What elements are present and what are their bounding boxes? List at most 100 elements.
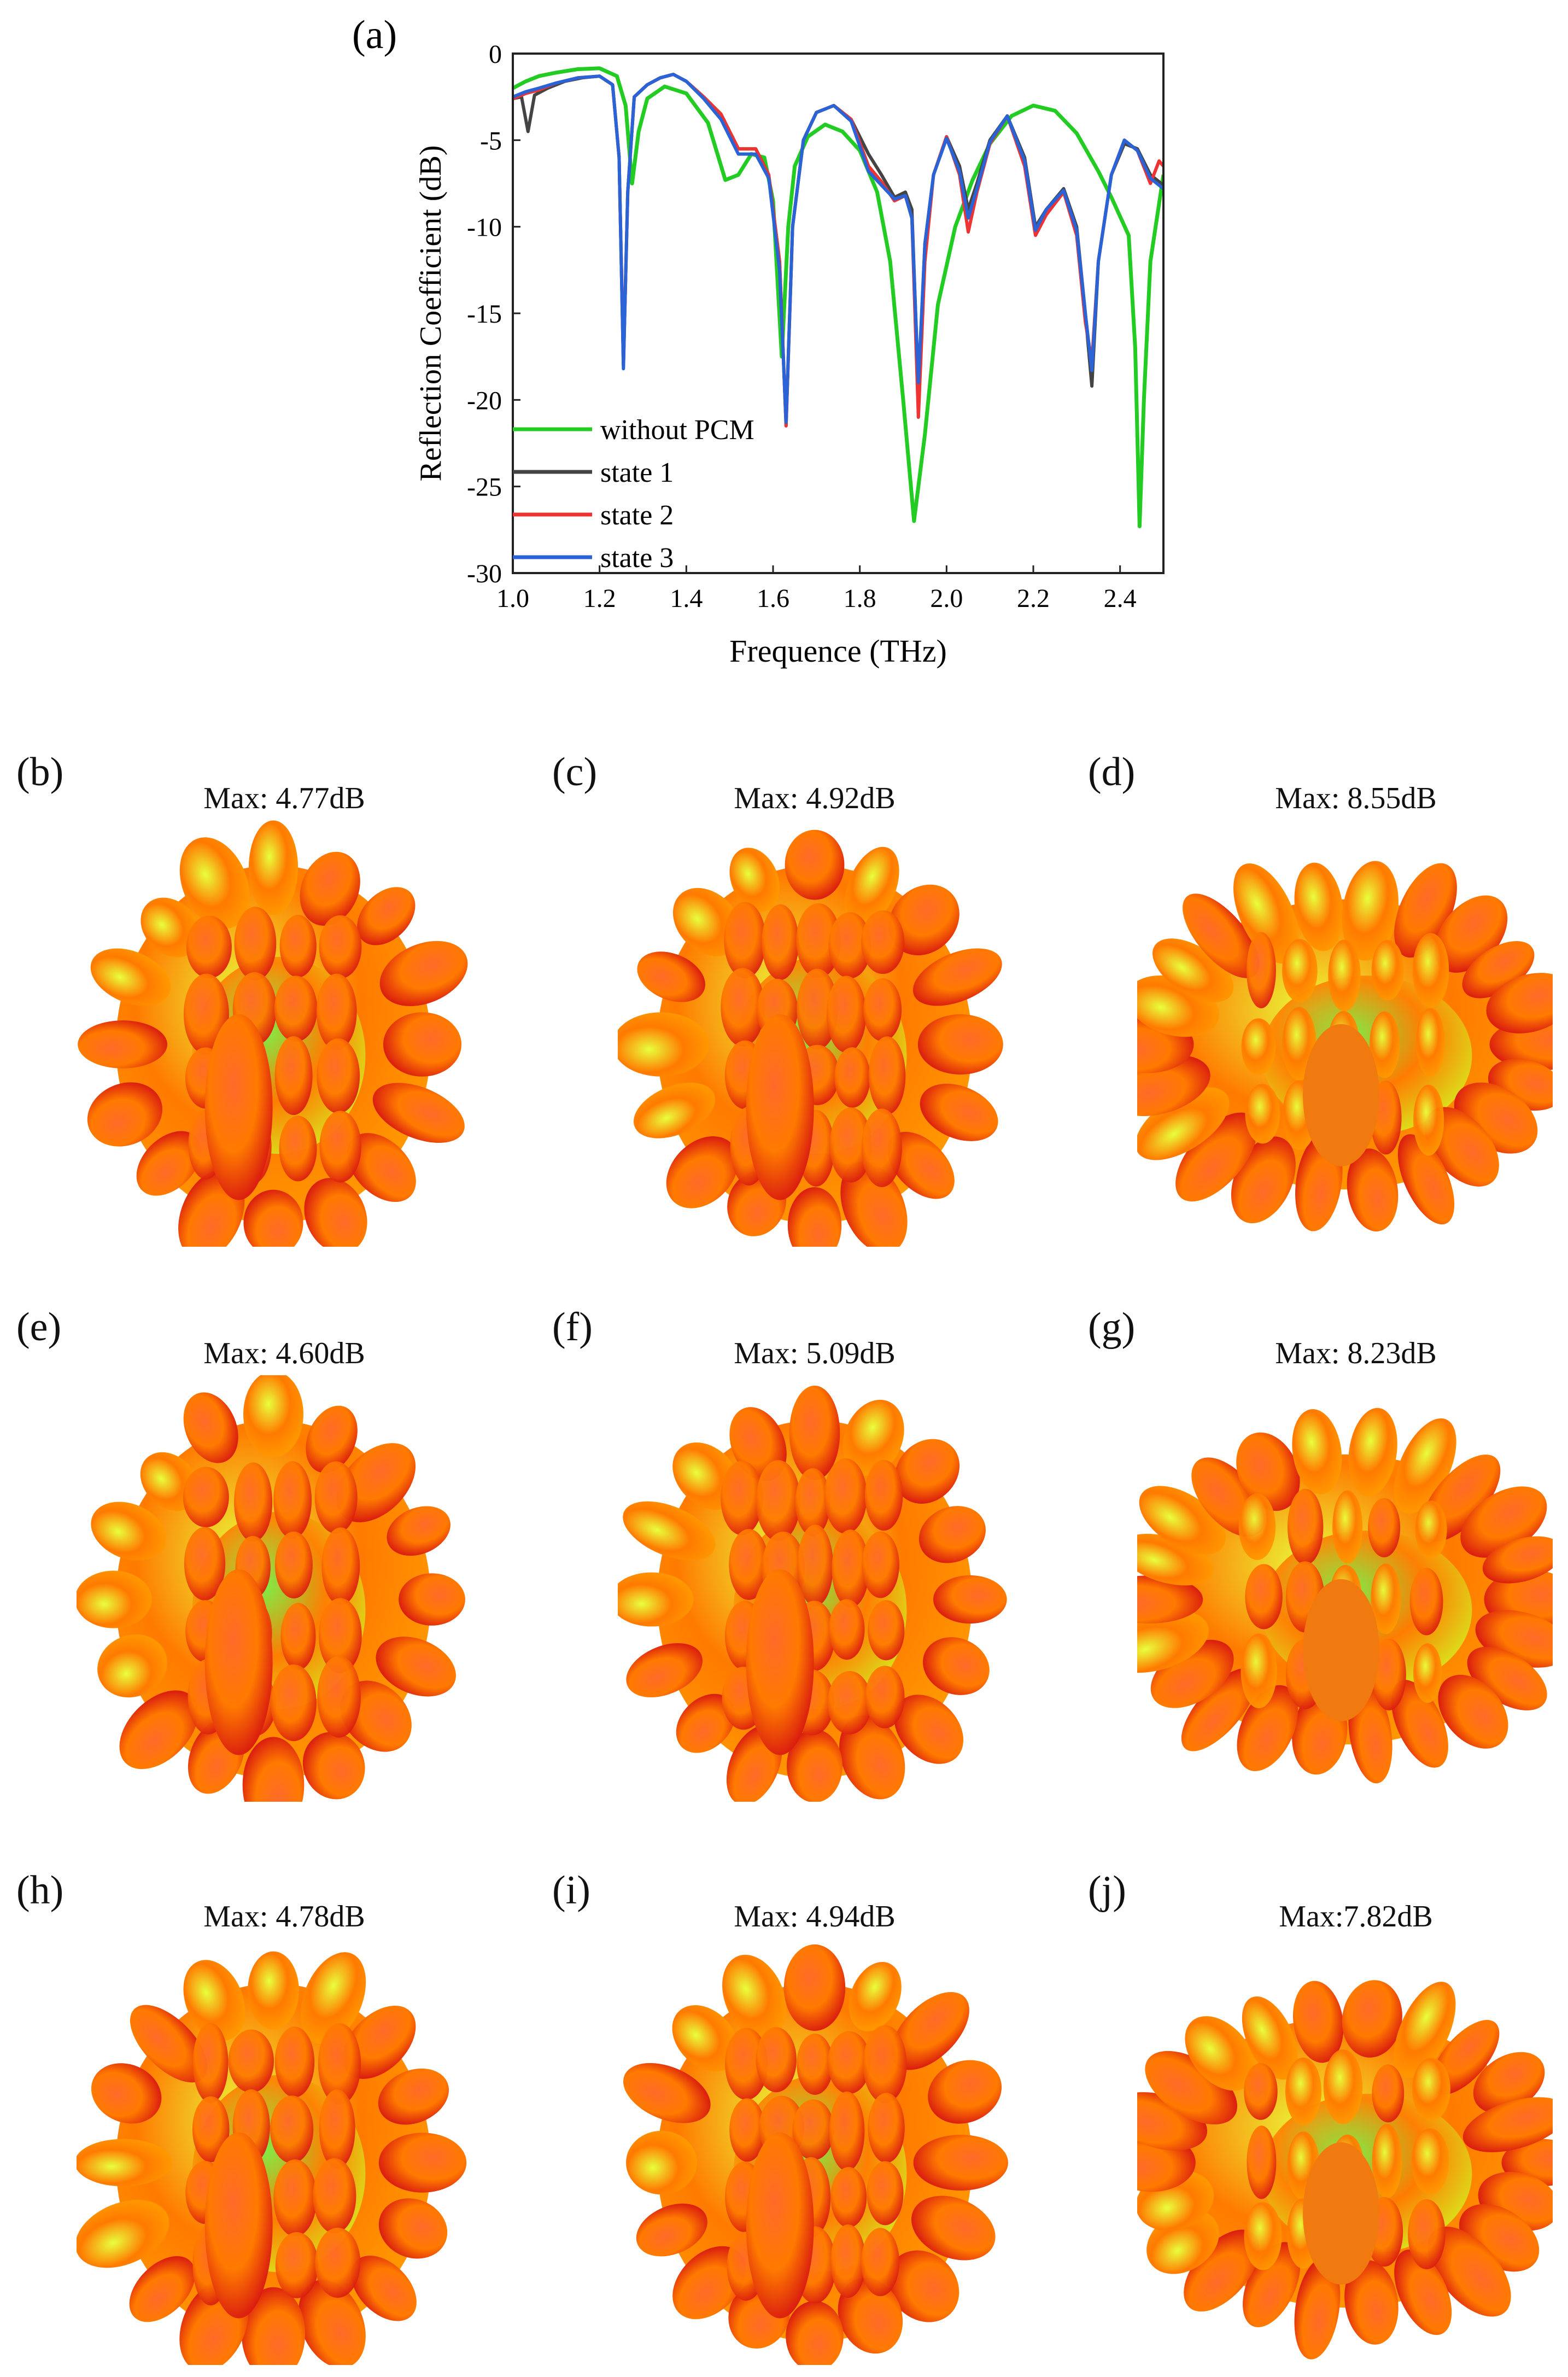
inner-lobe [279,1116,317,1182]
inner-lobe [832,1529,869,1608]
side-lobe [912,948,1002,1006]
side-lobe [1348,1407,1397,1497]
inner-lobe [271,1664,317,1742]
side-lobe [130,2005,208,2083]
side-lobe [77,1570,152,1628]
max-gain-i: Max: 4.94dB [734,1900,896,1934]
radiation-pattern-f [618,1385,1007,1802]
side-lobe [378,2133,467,2193]
inner-lobe [1413,1643,1442,1703]
max-gain-d: Max: 8.55dB [1275,781,1437,815]
side-lobe [1397,1134,1455,1225]
inner-lobe [868,1600,905,1661]
y-tick-label: -10 [467,213,502,242]
inner-lobe [824,1458,867,1534]
side-lobe [783,1944,846,2031]
side-lobe [844,846,899,928]
side-lobe [1427,2227,1511,2317]
side-lobe [623,2063,711,2123]
inner-lobe [1412,933,1449,1008]
side-lobe [787,1187,842,1247]
main-lobe [204,1569,273,1755]
legend-entry: state 3 [600,542,674,574]
side-lobe [789,1385,840,1481]
x-tick-label: 2.0 [930,584,963,613]
side-lobe [1181,1668,1257,1751]
panel-label-g: (g) [1088,1305,1136,1350]
y-tick-label: 0 [489,40,502,69]
legend-entry: state 2 [600,500,674,531]
side-lobe [1293,1981,1344,2063]
inner-lobe [1241,1018,1276,1076]
series-lines [513,66,1163,528]
side-lobe [1294,2258,1341,2360]
main-lobe [1303,2142,1380,2285]
x-axis-ticks: 1.0 1.2 1.4 1.6 1.8 2.0 2.2 2.4 [496,565,1137,613]
side-lobe [917,1014,1003,1075]
side-lobe [383,1012,462,1077]
x-tick-label: 1.4 [670,584,703,613]
inner-lobe [1409,1568,1443,1636]
y-tick-label: -30 [467,559,502,588]
inner-lobe [274,2026,315,2098]
inner-lobe [756,2027,797,2093]
side-lobe [248,1951,299,2030]
side-lobe [243,1375,303,1458]
inner-lobe [1372,1638,1406,1710]
inner-lobe [829,1107,873,1183]
inner-lobe [721,968,765,1047]
side-lobe [141,897,201,957]
side-lobe [672,2005,739,2072]
series-line-state-1 [513,73,1163,428]
inner-lobe [797,2034,834,2095]
panel-label-f: (f) [552,1305,593,1350]
main-lobe [746,2132,814,2318]
inner-lobe [319,915,362,979]
plot-frame [512,52,1165,574]
side-lobe [888,884,959,956]
inner-lobe [1368,1498,1401,1557]
legend-entry: without PCM [600,414,754,446]
y-tick-label: -25 [467,473,502,502]
inner-lobe [721,1461,763,1535]
side-lobe [849,1961,902,2031]
radiation-pattern-g [1137,1407,1553,1784]
side-lobe [298,2280,366,2365]
inner-lobe [317,1038,360,1114]
inner-lobe [1245,1084,1280,1144]
inner-lobe [861,2228,900,2297]
inner-lobe [321,1527,360,1605]
side-lobe [1137,1575,1203,1623]
inner-lobe [868,1036,906,1115]
inner-lobe [1412,2058,1450,2121]
inner-lobe [796,903,841,978]
side-lobe [729,848,780,912]
side-lobe [300,851,360,926]
side-lobe [618,1572,694,1627]
inner-lobe [797,1524,834,1607]
side-lobe [676,1693,735,1753]
side-lobe [1342,1980,1402,2058]
max-gain-j: Max:7.82dB [1279,1900,1433,1934]
inner-lobe [192,2096,230,2163]
inner-lobe [867,2161,904,2226]
panel-label-i: (i) [552,1868,590,1913]
inner-lobe [868,2093,905,2163]
main-lobe [1303,1579,1380,1721]
inner-lobe [1247,2125,1277,2199]
inner-lobe [756,1460,800,1541]
inner-lobe [273,1461,312,1539]
inner-lobe [1372,2064,1405,2123]
side-lobe [1292,1409,1342,1494]
side-lobe [1294,862,1344,951]
x-axis-label: Frequence (THz) [729,633,947,669]
inner-lobe [830,2224,866,2298]
inner-lobe [862,1531,899,1598]
side-lobe [97,1634,167,1698]
x-tick-label: 2.2 [1017,584,1050,613]
inner-lobe [792,2099,834,2160]
main-lobe [204,1014,273,1200]
main-lobe [746,1014,814,1200]
side-lobe [933,1575,1007,1624]
reflection-chart: (a) 0 -5 -10 -15 -20 -25 -30 1.0 1.2 1.4 1.6 1.8 2.… [352,13,1165,669]
